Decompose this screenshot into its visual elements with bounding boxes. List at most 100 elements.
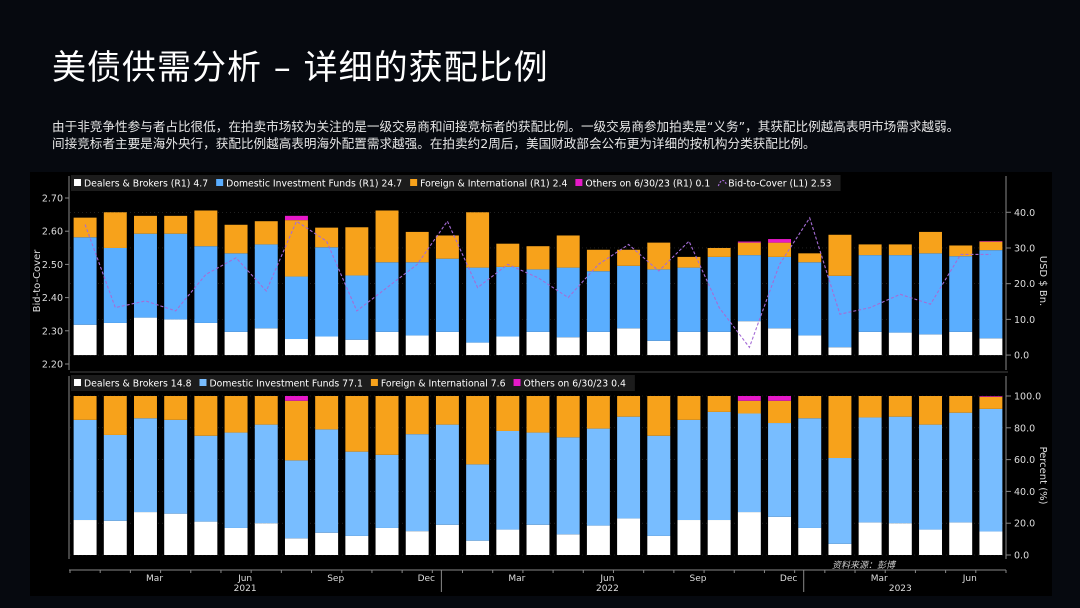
bottom-foreign-bar — [405, 396, 429, 435]
top-dealers-bar — [435, 331, 459, 356]
top-domestic-bar — [768, 256, 792, 329]
bottom-dealers-bar — [556, 534, 580, 555]
bid-to-cover-line — [84, 216, 991, 349]
top-legend-label: Domestic Investment Funds (R1) 24.7 — [226, 179, 402, 190]
bottom-domestic-bar — [737, 413, 761, 513]
top-domestic-bar — [586, 271, 610, 332]
bottom-dealers-bar — [919, 529, 942, 555]
bottom-legend-background — [71, 375, 635, 391]
x-month-label: Jun — [237, 574, 252, 584]
bottom-dealers-bar — [677, 520, 701, 555]
bottom-foreign-bar — [858, 396, 882, 418]
bottom-foreign-bar — [526, 396, 550, 433]
bottom-others-bar — [737, 396, 761, 401]
bottom-dealers-bar — [466, 540, 490, 555]
bottom-legend-swatch — [513, 379, 521, 386]
bottom-legend-label: Others on 6/30/23 0.4 — [524, 379, 626, 390]
bottom-foreign-bar — [466, 396, 490, 465]
bottom-dealers-bar — [254, 523, 278, 555]
bottom-domestic-bar — [73, 419, 97, 521]
top-domestic-bar — [405, 262, 429, 336]
top-foreign-bar — [798, 253, 822, 263]
bottom-legend-swatch — [370, 379, 378, 386]
top-dealers-bar — [828, 347, 852, 356]
bottom-dealers-bar — [405, 531, 429, 555]
top-dealers-bar — [224, 331, 248, 356]
top-others-bar — [979, 241, 1003, 242]
bottom-foreign-bar — [586, 396, 610, 429]
x-year-label: 2022 — [596, 584, 619, 594]
top-foreign-bar — [435, 235, 459, 259]
top-dealers-bar — [194, 322, 218, 356]
top-domestic-bar — [103, 247, 127, 323]
bottom-dealers-bar — [798, 527, 822, 555]
bottom-domestic-bar — [254, 424, 278, 524]
bottom-domestic-bar — [919, 424, 942, 530]
top-legend-line-swatch — [717, 179, 727, 187]
left-tick-label: 2.60 — [42, 227, 63, 238]
bottom-domestic-bar — [164, 419, 188, 514]
top-foreign-bar — [284, 220, 308, 277]
top-foreign-bar — [647, 242, 671, 270]
auction-allocation-chart: 2.70 2.60 2.50 2.40 2.30 2.20 40.0 30.0 20.0 10.0… — [32, 175, 1048, 594]
source-note: 资料来源：彭博 — [832, 561, 896, 571]
top-foreign-bar — [556, 235, 580, 268]
top-foreign-bar — [768, 242, 792, 257]
top-foreign-bar — [858, 244, 882, 256]
bottom-domestic-bar — [647, 435, 671, 536]
top-dealers-bar — [858, 331, 882, 356]
top-domestic-bar — [194, 246, 218, 323]
top-foreign-bar — [345, 227, 369, 276]
bottom-foreign-bar — [375, 396, 399, 455]
bottom-dealers-bar — [647, 535, 671, 555]
top-foreign-bar — [315, 227, 339, 248]
top-domestic-bar — [707, 256, 731, 332]
top-domestic-bar — [556, 267, 580, 338]
bottom-domestic-bar — [798, 418, 822, 528]
bottom-foreign-bar — [103, 396, 127, 435]
top-domestic-bar — [284, 276, 308, 340]
left-axis-title: Bid-to-Cover — [32, 249, 43, 313]
bottom-dealers-bar — [949, 522, 973, 555]
bottom-foreign-bar — [919, 396, 942, 425]
top-foreign-bar — [617, 249, 641, 266]
bottom-foreign-bar — [828, 396, 852, 459]
top-dealers-bar — [979, 338, 1003, 356]
bottom-foreign-bar — [345, 396, 369, 452]
top-foreign-bar — [677, 256, 701, 268]
bottom-dealers-bar — [164, 513, 188, 555]
bottom-domestic-bar — [586, 428, 610, 526]
top-legend-swatch — [74, 179, 81, 186]
bottom-domestic-bar — [828, 458, 852, 544]
top-legend-swatch — [575, 179, 583, 186]
left-tick-label: 2.20 — [42, 360, 63, 371]
bottom-foreign-bar — [647, 396, 671, 436]
bottom-domestic-bar — [858, 417, 882, 523]
bottom-dealers-bar — [586, 525, 610, 555]
right-tick-label: 100.0 — [1014, 392, 1041, 403]
bottom-foreign-bar — [254, 396, 278, 425]
bottom-foreign-bar — [435, 396, 459, 425]
x-month-label: Jun — [962, 574, 977, 584]
top-foreign-bar — [707, 247, 731, 257]
left-tick-label: 2.40 — [42, 293, 63, 304]
top-dealers-bar — [798, 335, 822, 356]
top-dealers-bar — [919, 334, 942, 356]
x-month-label: Jun — [599, 574, 614, 584]
right-tick-label: 0.0 — [1014, 551, 1029, 562]
bottom-domestic-bar — [194, 435, 218, 522]
right-tick-label: 40.0 — [1014, 487, 1035, 498]
top-dealers-bar — [768, 328, 792, 356]
bottom-dealers-bar — [224, 527, 248, 555]
top-dealers-bar — [134, 317, 157, 356]
bottom-foreign-bar — [496, 396, 520, 431]
right-tick-label: 80.0 — [1014, 423, 1035, 434]
bottom-domestic-bar — [707, 411, 731, 521]
top-legend-label: Foreign & International (R1) 2.4 — [420, 179, 567, 190]
right-tick-label: 30.0 — [1014, 243, 1035, 254]
bottom-domestic-bar — [405, 434, 429, 532]
top-foreign-bar — [979, 241, 1003, 251]
x-year-label: 2023 — [889, 584, 912, 594]
bottom-legend-label: Domestic Investment Funds 77.1 — [209, 379, 362, 390]
bottom-foreign-bar — [617, 396, 641, 417]
